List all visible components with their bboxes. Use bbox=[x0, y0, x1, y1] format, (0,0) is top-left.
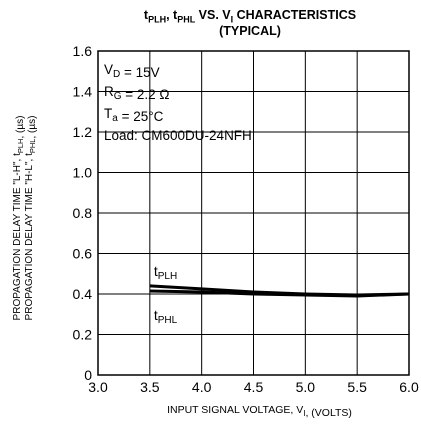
y-tick-label: 1.2 bbox=[73, 124, 93, 140]
y-tick-label: 0.6 bbox=[73, 246, 93, 262]
y-tick-label: 0.8 bbox=[73, 205, 93, 221]
chart-title-line2: (TYPICAL) bbox=[219, 24, 281, 38]
x-tick-label: 3.5 bbox=[140, 379, 160, 395]
series-label-tPHL: tPHL bbox=[154, 307, 178, 326]
y-tick-label: 0 bbox=[84, 367, 92, 383]
y-tick-label: 0.4 bbox=[73, 286, 93, 302]
y-tick-label: 0.2 bbox=[73, 327, 93, 343]
x-axis-label: INPUT SIGNAL VOLTAGE, VI, (VOLTS) bbox=[167, 404, 352, 419]
series-line-tPHL bbox=[149, 289, 410, 298]
condition-text: RG = 2.2 Ω bbox=[104, 84, 170, 102]
condition-text: Load: CM600DU-24NFH bbox=[104, 128, 252, 143]
series-label-tPLH: tPLH bbox=[154, 263, 177, 282]
plot-frame bbox=[97, 50, 410, 376]
x-tick-label: 4.0 bbox=[192, 379, 212, 395]
x-tick-label: 4.5 bbox=[244, 379, 264, 395]
y-axis-label-line2: PROPAGATION DELAY TIME "H-L", tPHL, (µs) bbox=[24, 116, 38, 321]
x-tick-label: 5.5 bbox=[347, 379, 367, 395]
chart-title-line1: tPLH, tPHL VS. VI CHARACTERISTICS bbox=[143, 8, 357, 25]
y-tick-label: 1.6 bbox=[73, 43, 93, 59]
condition-text: Ta = 25°C bbox=[104, 106, 164, 124]
y-axis-label-line1: PROPAGATION DELAY TIME "L-H", tPLH, (µs) bbox=[12, 116, 26, 321]
x-tick-label: 5.0 bbox=[296, 379, 316, 395]
x-tick-label: 6.0 bbox=[399, 379, 419, 395]
y-tick-label: 1.0 bbox=[73, 165, 93, 181]
condition-text: VD = 15V bbox=[104, 62, 160, 80]
x-tick-label: 3.0 bbox=[88, 379, 108, 395]
y-tick-label: 1.4 bbox=[73, 84, 93, 100]
